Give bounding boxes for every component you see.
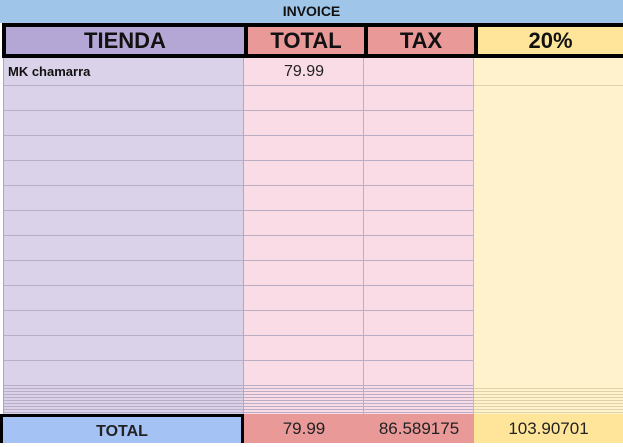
grid-line bbox=[474, 394, 623, 395]
grid-line bbox=[474, 403, 623, 404]
grid-line bbox=[4, 310, 243, 311]
grid-line bbox=[364, 235, 473, 236]
grid-line bbox=[364, 135, 473, 136]
grid-line bbox=[4, 85, 243, 86]
footer-row: TOTAL 79.99 86.589175 103.90701 bbox=[0, 414, 623, 443]
footer-percent[interactable]: 103.90701 bbox=[474, 414, 623, 443]
grid-line bbox=[474, 85, 623, 86]
grid-line bbox=[364, 285, 473, 286]
grid-line bbox=[4, 360, 243, 361]
grid-line bbox=[4, 412, 243, 413]
grid-line bbox=[4, 160, 243, 161]
grid-line bbox=[244, 185, 363, 186]
grid-line bbox=[364, 260, 473, 261]
grid-line bbox=[244, 406, 363, 407]
grid-line bbox=[4, 285, 243, 286]
grid-line bbox=[364, 403, 473, 404]
grid-line bbox=[244, 335, 363, 336]
grid-line bbox=[364, 409, 473, 410]
grid-line bbox=[244, 210, 363, 211]
grid-line bbox=[364, 412, 473, 413]
grid-line bbox=[364, 394, 473, 395]
grid-line bbox=[244, 235, 363, 236]
grid-line bbox=[244, 385, 363, 386]
header-tax[interactable]: TAX bbox=[368, 27, 474, 54]
grid-line bbox=[474, 412, 623, 413]
grid-line bbox=[4, 409, 243, 410]
grid-line bbox=[474, 388, 623, 389]
grid-line bbox=[4, 406, 243, 407]
grid-line bbox=[364, 391, 473, 392]
footer-total[interactable]: 79.99 bbox=[244, 414, 364, 443]
grid-line bbox=[364, 85, 473, 86]
grid-line bbox=[364, 360, 473, 361]
grid-line bbox=[364, 160, 473, 161]
header-tienda[interactable]: TIENDA bbox=[6, 27, 244, 54]
grid-line bbox=[364, 110, 473, 111]
grid-line bbox=[244, 397, 363, 398]
grid-line bbox=[364, 335, 473, 336]
grid-line bbox=[244, 360, 363, 361]
grid-line bbox=[4, 397, 243, 398]
grid-line bbox=[4, 400, 243, 401]
grid-line bbox=[4, 391, 243, 392]
grid-line bbox=[244, 110, 363, 111]
grid-line bbox=[244, 394, 363, 395]
cell-tax[interactable] bbox=[364, 58, 474, 85]
grid-line bbox=[244, 85, 363, 86]
grid-line bbox=[4, 235, 243, 236]
grid-line bbox=[4, 385, 243, 386]
grid-line bbox=[364, 185, 473, 186]
grid-line bbox=[474, 400, 623, 401]
grid-line bbox=[244, 310, 363, 311]
grid-line bbox=[364, 388, 473, 389]
grid-line bbox=[4, 185, 243, 186]
grid-line bbox=[244, 260, 363, 261]
grid-line bbox=[244, 403, 363, 404]
grid-line bbox=[474, 409, 623, 410]
grid-line bbox=[4, 260, 243, 261]
grid-line bbox=[474, 391, 623, 392]
grid-line bbox=[244, 412, 363, 413]
cell-percent[interactable] bbox=[474, 58, 623, 85]
grid-line bbox=[4, 135, 243, 136]
grid-line bbox=[4, 403, 243, 404]
grid-line bbox=[364, 385, 473, 386]
header-percent[interactable]: 20% bbox=[478, 27, 623, 54]
grid-line bbox=[244, 409, 363, 410]
grid-line bbox=[244, 388, 363, 389]
header-total[interactable]: TOTAL bbox=[248, 27, 364, 54]
grid-line bbox=[244, 135, 363, 136]
grid-line bbox=[244, 400, 363, 401]
column-percent bbox=[474, 58, 623, 415]
grid-line bbox=[474, 397, 623, 398]
grid-line bbox=[474, 406, 623, 407]
grid-line bbox=[4, 335, 243, 336]
grid-line bbox=[244, 391, 363, 392]
grid-line bbox=[4, 394, 243, 395]
grid-line bbox=[244, 285, 363, 286]
column-tienda bbox=[3, 58, 244, 415]
header-row: TIENDA TOTAL TAX 20% bbox=[2, 23, 623, 58]
footer-label[interactable]: TOTAL bbox=[0, 414, 244, 443]
grid-line bbox=[4, 110, 243, 111]
grid-line bbox=[364, 400, 473, 401]
grid-line bbox=[364, 310, 473, 311]
cell-total[interactable]: 79.99 bbox=[283, 63, 325, 80]
column-tax bbox=[364, 58, 474, 415]
grid-line bbox=[364, 210, 473, 211]
grid-line bbox=[244, 160, 363, 161]
grid-line bbox=[4, 388, 243, 389]
footer-tax[interactable]: 86.589175 bbox=[364, 414, 474, 443]
grid-line bbox=[4, 210, 243, 211]
grid-line bbox=[364, 397, 473, 398]
grid-line bbox=[364, 406, 473, 407]
sheet-title: INVOICE bbox=[0, 0, 623, 23]
cell-store[interactable]: MK chamarra bbox=[8, 64, 91, 79]
column-total bbox=[244, 58, 364, 415]
